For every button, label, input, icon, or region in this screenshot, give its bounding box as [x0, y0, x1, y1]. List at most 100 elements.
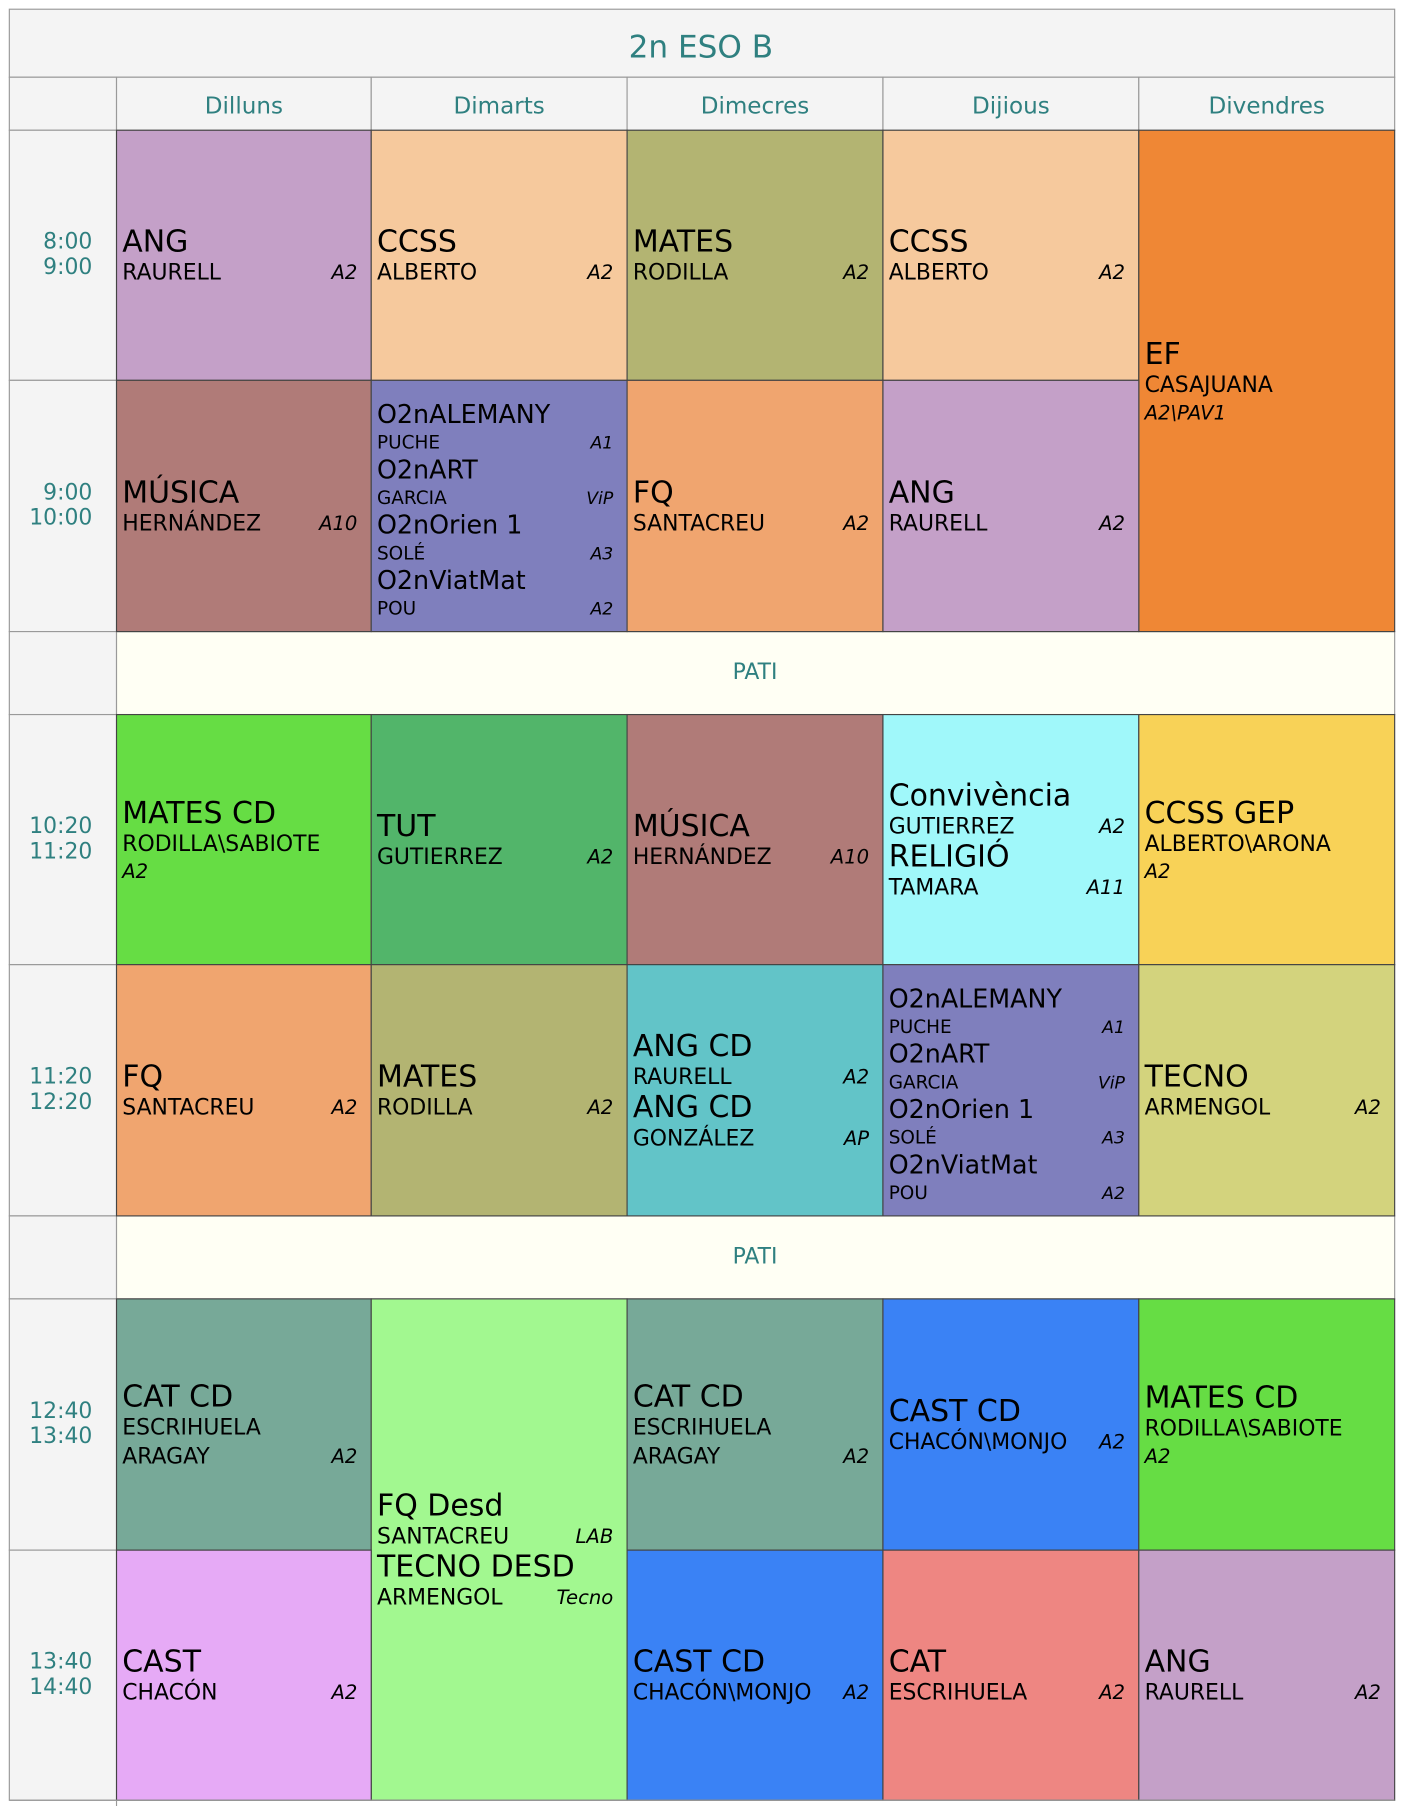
subject: FQ	[633, 475, 674, 510]
class-cell	[1138, 964, 1396, 1217]
time-end: 10:00	[29, 506, 92, 531]
class-cell	[626, 379, 884, 633]
teacher: GARCIA	[377, 488, 447, 509]
teacher: POU	[377, 599, 416, 620]
break-label: PATI	[733, 660, 778, 685]
subject: O2nViatMat	[377, 565, 526, 595]
teacher: GUTIERREZ	[889, 815, 1015, 840]
room: A2	[330, 261, 358, 284]
subject: RELIGIÓ	[889, 838, 1010, 875]
subject: O2nOrien 1	[377, 510, 522, 540]
room: A2	[841, 1066, 869, 1089]
subject: O2nART	[889, 1039, 990, 1069]
teacher: RAURELL	[122, 261, 221, 286]
subject: CAST CD	[633, 1645, 765, 1680]
subject: MÚSICA	[633, 807, 751, 844]
time-start: 11:20	[29, 1065, 92, 1090]
subject: Convivència	[889, 778, 1072, 813]
subject: CCSS	[377, 225, 457, 260]
class-cell	[115, 964, 372, 1217]
room: A2	[330, 1681, 358, 1704]
class-cell	[626, 964, 884, 1217]
subject: ANG CD	[633, 1029, 753, 1064]
time-end: 14:40	[29, 1675, 92, 1700]
header-corner	[8, 76, 118, 131]
time-cell	[8, 1298, 118, 1551]
room: A2	[1353, 1096, 1381, 1119]
teacher: RAURELL	[889, 511, 988, 536]
room: A10	[829, 846, 869, 869]
subject: ANG	[1145, 1645, 1211, 1680]
class-cell	[370, 379, 628, 633]
teacher: ESCRIHUELA	[889, 1681, 1028, 1706]
teacher: HERNÁNDEZ	[122, 510, 261, 536]
teacher: CHACÓN\MONJO	[633, 1680, 812, 1706]
subject: FQ	[122, 1060, 163, 1095]
room: A2	[1143, 1445, 1171, 1468]
day-label: Dimarts	[454, 94, 545, 120]
teacher: RODILLA\SABIOTE	[122, 832, 320, 857]
subject: CCSS GEP	[1145, 796, 1295, 831]
room: A3	[1101, 1129, 1125, 1149]
time-end: 12:20	[29, 1090, 92, 1115]
teacher: PUCHE	[889, 1017, 952, 1038]
teacher: ARMENGOL	[1145, 1096, 1271, 1121]
teacher: RODILLA	[633, 261, 729, 286]
class-cell	[1138, 129, 1396, 633]
time-cell	[8, 631, 118, 716]
teacher: ARAGAY	[122, 1444, 210, 1469]
room: A2	[841, 261, 869, 284]
class-cell	[1138, 1549, 1396, 1801]
class-cell	[626, 1549, 884, 1801]
subject: CAT CD	[122, 1380, 233, 1415]
class-cell	[115, 129, 372, 381]
teacher: CHACÓN\MONJO	[889, 1429, 1068, 1455]
room: A2	[1097, 815, 1125, 838]
room: A2	[330, 1445, 358, 1468]
time-cell	[8, 1549, 118, 1801]
subject: ANG CD	[633, 1090, 753, 1125]
subject: FQ Desd	[377, 1488, 503, 1523]
time-start: 10:20	[29, 814, 92, 839]
room: A10	[317, 512, 357, 535]
break-label: PATI	[733, 1244, 778, 1269]
teacher: SANTACREU	[122, 1096, 254, 1121]
subject: CAST CD	[889, 1394, 1021, 1429]
day-label: Dijious	[972, 94, 1050, 120]
subject: MATES	[633, 225, 733, 260]
class-cell	[370, 713, 628, 966]
room: A2	[585, 846, 613, 869]
room: A2\PAV1	[1143, 401, 1227, 424]
subject: O2nART	[377, 454, 478, 484]
room: A2	[1101, 1184, 1125, 1204]
title-bar	[8, 8, 1396, 78]
teacher: GARCIA	[889, 1072, 959, 1093]
subject: O2nALEMANY	[377, 399, 551, 429]
class-cell	[882, 713, 1140, 966]
room: A3	[589, 544, 613, 564]
teacher: ALBERTO\ARONA	[1145, 832, 1331, 857]
room: A2	[1097, 1681, 1125, 1704]
time-start: 8:00	[43, 230, 92, 255]
room: A2	[120, 860, 148, 883]
time-start: 12:40	[29, 1399, 92, 1424]
subject: MATES CD	[1145, 1381, 1299, 1416]
room: AP	[842, 1127, 869, 1150]
subject: MÚSICA	[122, 473, 240, 510]
teacher: SANTACREU	[633, 511, 765, 536]
time-start: 13:40	[29, 1650, 92, 1675]
class-cell	[626, 1298, 884, 1551]
teacher: ESCRIHUELA	[122, 1416, 261, 1441]
day-header	[115, 76, 372, 131]
teacher: SOLÉ	[889, 1127, 937, 1149]
subject: TECNO	[1144, 1060, 1249, 1095]
time-cell	[8, 379, 118, 633]
teacher: GUTIERREZ	[377, 845, 503, 870]
teacher: RODILLA\SABIOTE	[1145, 1417, 1343, 1442]
room: A2	[585, 1096, 613, 1119]
class-cell	[370, 1298, 628, 1801]
time-cell	[8, 713, 118, 966]
title: 2n ESO B	[629, 29, 774, 65]
teacher: GONZÁLEZ	[633, 1125, 754, 1151]
